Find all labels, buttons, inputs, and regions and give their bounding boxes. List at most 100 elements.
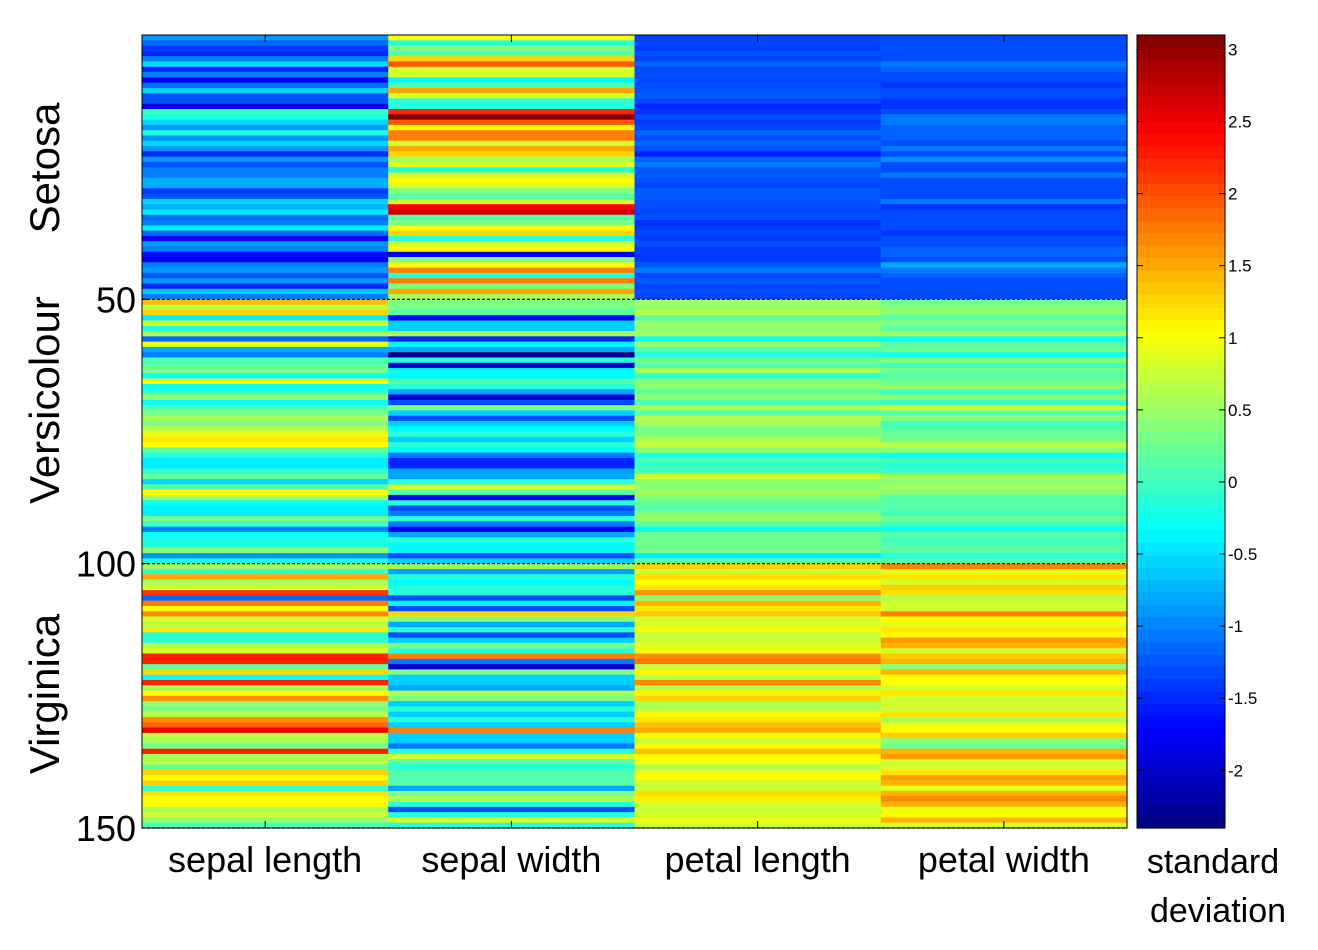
heatmap-cell (388, 457, 636, 464)
heatmap-cell (880, 531, 1128, 538)
heatmap-cell (388, 727, 636, 734)
group-label: Setosa (21, 102, 68, 233)
heatmap-cell (142, 87, 389, 94)
heatmap-cell (634, 246, 882, 253)
heatmap-cell (880, 706, 1128, 713)
heatmap-cell (142, 209, 389, 216)
heatmap-cell (388, 785, 636, 792)
heatmap-cell (388, 373, 636, 380)
heatmap-cell (142, 114, 389, 121)
heatmap-cell (142, 283, 389, 290)
heatmap-cell (880, 77, 1128, 84)
heatmap-cell (634, 209, 882, 216)
heatmap-cell (142, 812, 389, 819)
heatmap-cell (142, 257, 389, 263)
heatmap-cell (880, 595, 1128, 602)
heatmap-cell (142, 45, 389, 52)
heatmap-cell (880, 119, 1128, 126)
heatmap-cell (634, 156, 882, 163)
heatmap-cell (142, 246, 389, 253)
heatmap-cell (142, 732, 389, 739)
colorbar-tick-label: 2 (1228, 185, 1237, 204)
heatmap-cell (634, 637, 882, 644)
heatmap-cell (634, 294, 882, 300)
heatmap-cell (634, 394, 882, 401)
heatmap-cell (634, 442, 882, 448)
heatmap-cell (142, 241, 389, 248)
heatmap-cell (880, 124, 1128, 131)
heatmap-cell (880, 616, 1128, 623)
colorbar-swatch (1137, 394, 1225, 408)
heatmap-cell (880, 516, 1128, 522)
heatmap-cell (880, 272, 1128, 279)
colorbar-swatch (1137, 567, 1225, 581)
heatmap-cell (634, 283, 882, 290)
heatmap-cell (880, 299, 1128, 306)
heatmap-cell (880, 214, 1128, 221)
heatmap-cell (388, 627, 636, 633)
heatmap-cell (634, 547, 882, 554)
heatmap-cell (880, 346, 1128, 353)
heatmap-cell (634, 320, 882, 327)
heatmap-cell (142, 695, 389, 702)
heatmap-cell (634, 45, 882, 52)
heatmap-cell (634, 410, 882, 417)
x-tick-label: sepal width (421, 839, 601, 880)
heatmap-cell (142, 267, 389, 274)
heatmap-cell (388, 87, 636, 94)
heatmap-cell (634, 648, 882, 655)
heatmap-cell (880, 695, 1128, 702)
heatmap-cell (880, 468, 1128, 475)
heatmap-cell (142, 378, 389, 385)
heatmap-cell (880, 368, 1128, 374)
heatmap-cell (634, 695, 882, 702)
heatmap-cell (142, 309, 389, 316)
heatmap-cell (634, 331, 882, 337)
colorbar-tick-label: 1 (1228, 329, 1237, 348)
heatmap-cell (880, 463, 1128, 470)
heatmap-cell (880, 753, 1128, 760)
heatmap-cell (142, 547, 389, 554)
heatmap-cell (388, 775, 636, 782)
heatmap-cell (388, 812, 636, 819)
heatmap-cell (634, 542, 882, 549)
heatmap-cell (142, 167, 389, 174)
heatmap-cell (388, 759, 636, 766)
heatmap-cell (880, 167, 1128, 174)
heatmap-cell (388, 50, 636, 57)
heatmap-cell (388, 743, 636, 750)
heatmap-cell (880, 442, 1128, 448)
heatmap-cell (142, 489, 389, 496)
heatmap-cell (142, 426, 389, 433)
heatmap-cell (388, 764, 636, 771)
heatmap-cell (388, 568, 636, 575)
heatmap-cell (388, 690, 636, 697)
heatmap-cell (880, 405, 1128, 411)
heatmap-cell (388, 653, 636, 660)
heatmap-cell (634, 553, 882, 559)
heatmap-cell (634, 590, 882, 596)
heatmap-cell (388, 500, 636, 507)
heatmap-cell (634, 531, 882, 538)
heatmap-cell (142, 262, 389, 269)
heatmap-cell (634, 500, 882, 507)
heatmap-cell (142, 156, 389, 163)
heatmap-cell (388, 325, 636, 332)
heatmap-cell (388, 315, 636, 322)
heatmap-cell (142, 346, 389, 353)
heatmap-cell (880, 251, 1128, 258)
heatmap-cell (388, 135, 636, 142)
heatmap-cell (388, 796, 636, 803)
heatmap-cell (142, 690, 389, 697)
heatmap-cell (388, 489, 636, 496)
heatmap-cell (388, 685, 636, 692)
heatmap-cell (634, 220, 882, 226)
heatmap-cell (142, 542, 389, 549)
heatmap-cell (142, 484, 389, 491)
heatmap-cell (142, 494, 389, 501)
heatmap-cell (388, 701, 636, 708)
heatmap-cell (388, 484, 636, 491)
heatmap-cell (142, 66, 389, 73)
heatmap-cell (634, 146, 882, 152)
colorbar-swatch (1137, 790, 1225, 804)
